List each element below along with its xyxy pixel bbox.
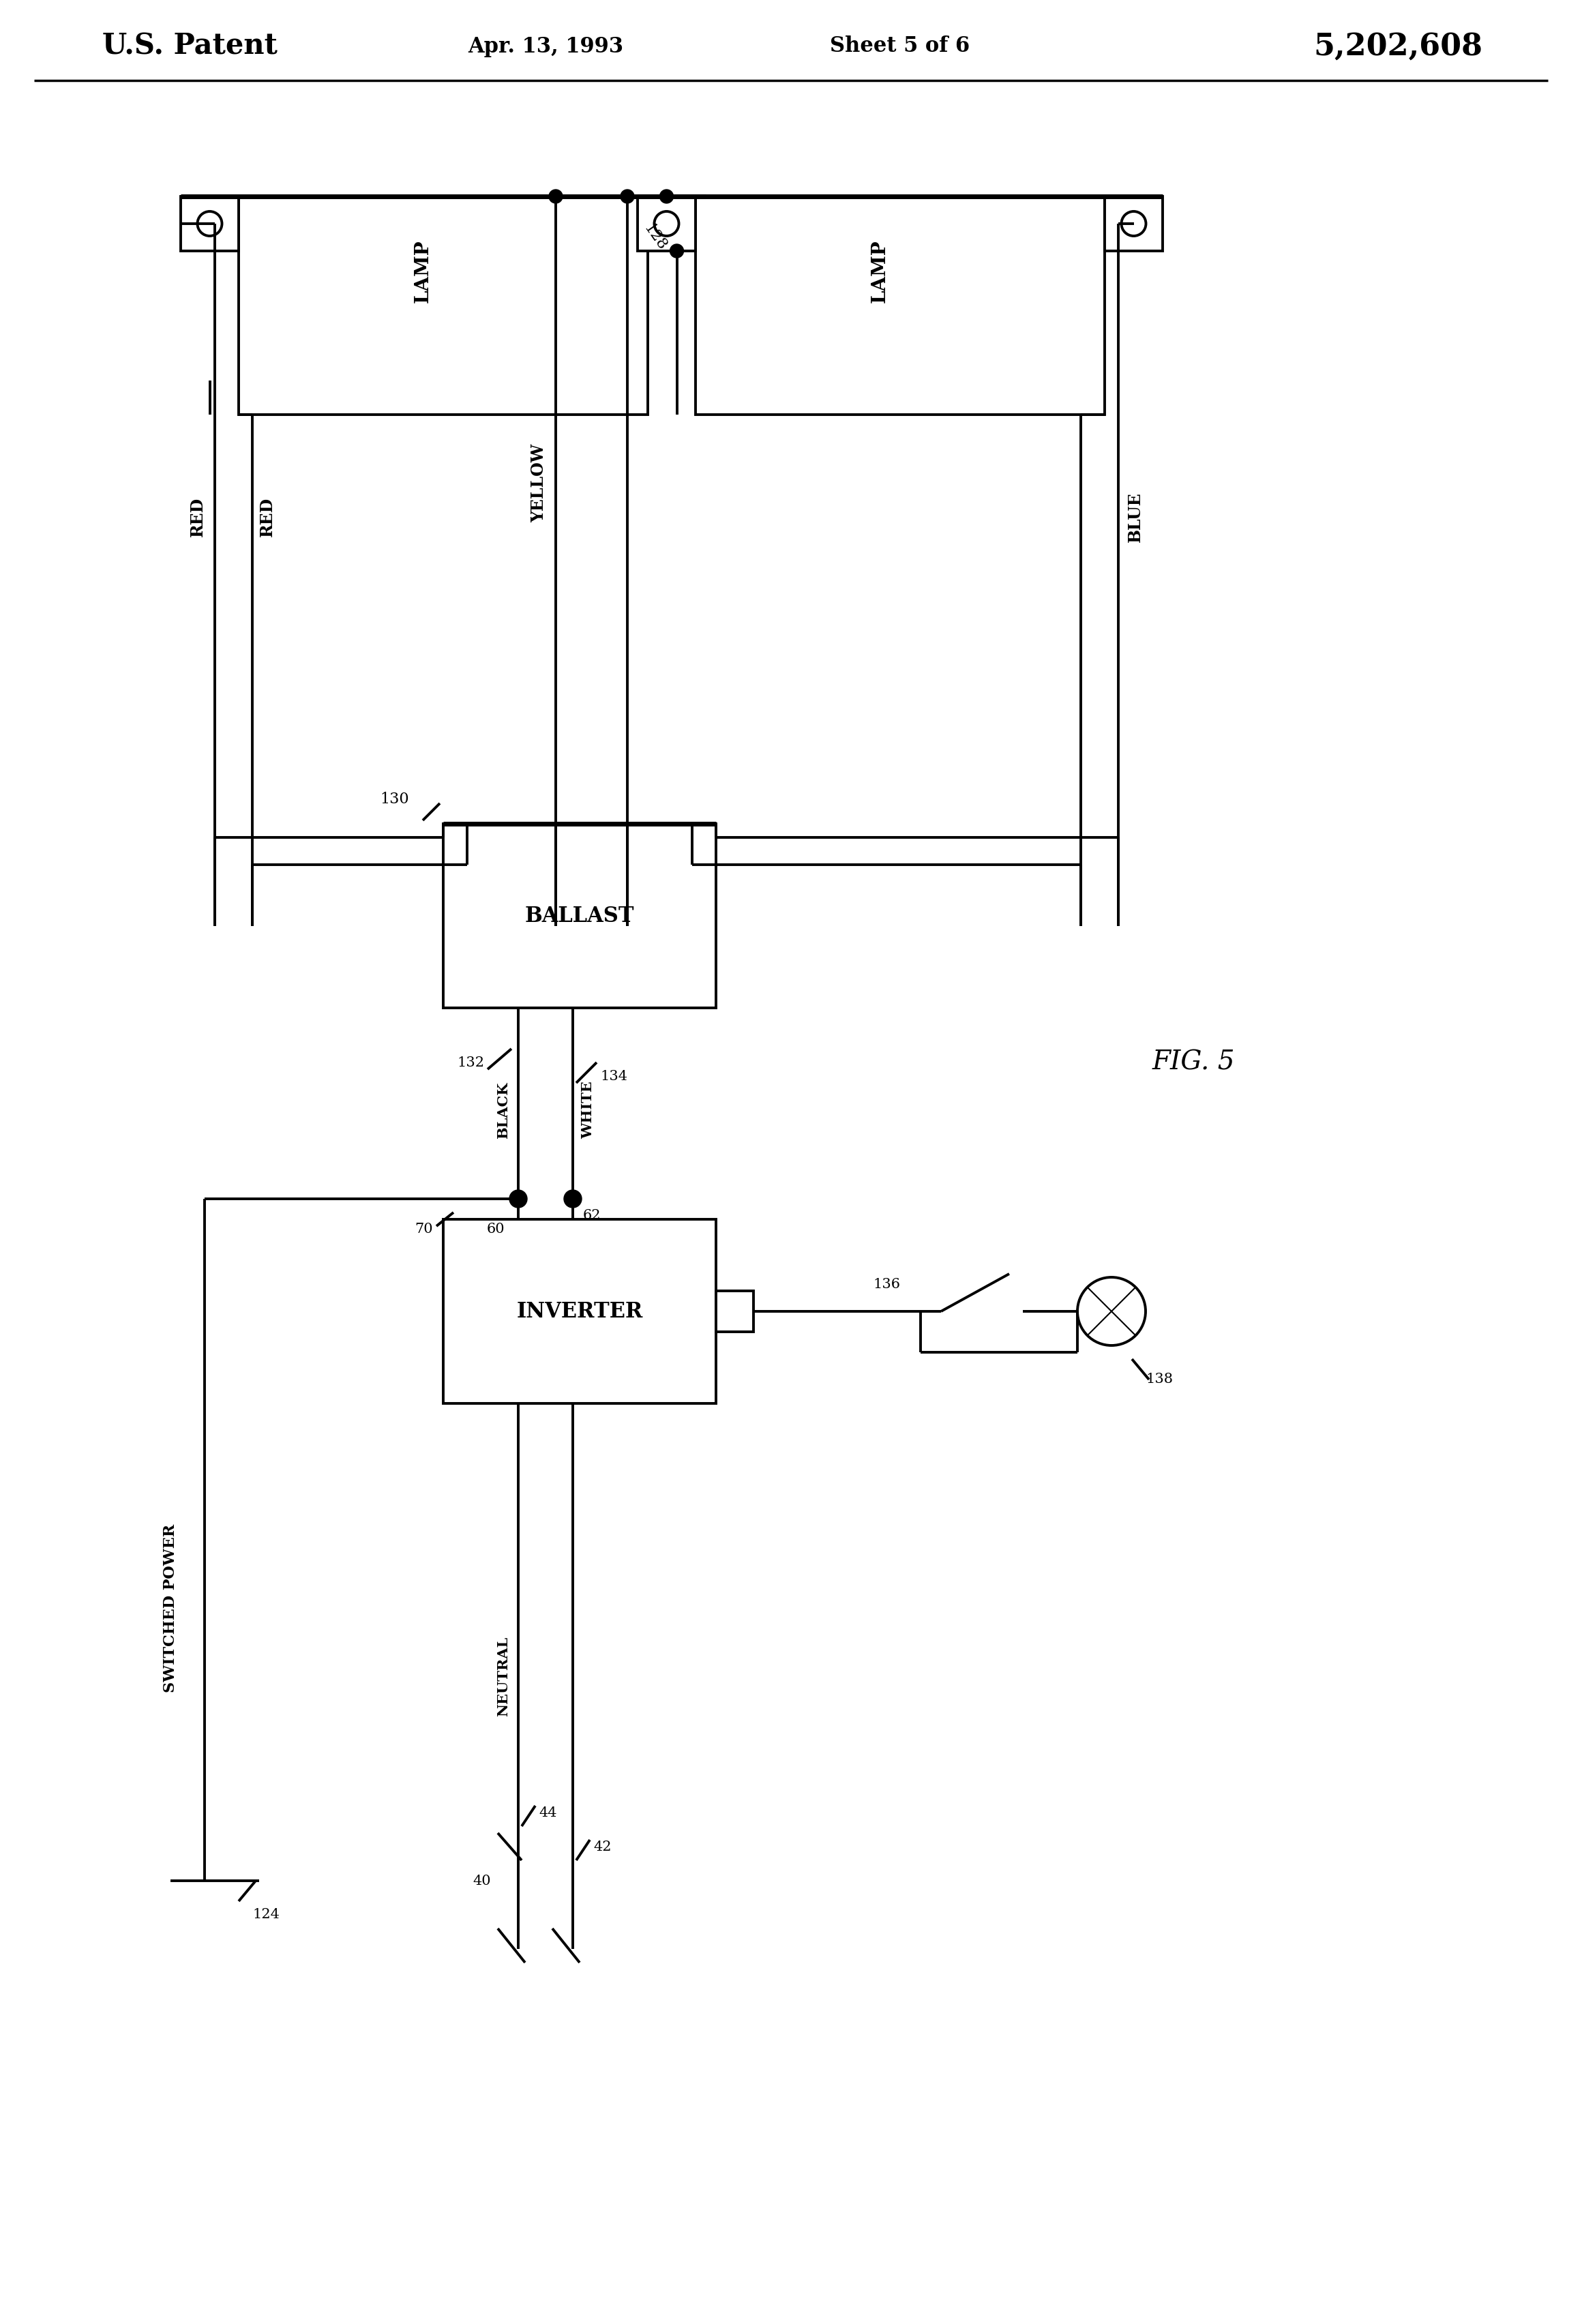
Text: WHITE: WHITE (581, 1081, 595, 1139)
Bar (443, 1220, 717, 1404)
Text: YELLOW: YELLOW (530, 444, 547, 523)
Text: 124: 124 (252, 1908, 280, 1922)
Text: 132: 132 (457, 1055, 484, 1069)
Text: 60: 60 (486, 1222, 505, 1236)
Text: 134: 134 (600, 1069, 628, 1083)
Bar (443, 823, 717, 1009)
Text: 70: 70 (414, 1222, 433, 1236)
Bar (717, 1290, 753, 1332)
Circle shape (563, 1190, 582, 1208)
Bar (239, 198, 647, 414)
Text: 40: 40 (473, 1873, 490, 1887)
Text: BALLAST: BALLAST (525, 906, 634, 927)
Text: LAMP: LAMP (870, 239, 889, 302)
Text: LAMP: LAMP (413, 239, 432, 302)
Text: 130: 130 (380, 792, 410, 806)
Text: BLACK: BLACK (497, 1081, 509, 1139)
Text: FIG. 5: FIG. 5 (1152, 1050, 1234, 1076)
Text: 62: 62 (584, 1208, 601, 1222)
Text: 136: 136 (873, 1278, 900, 1290)
Circle shape (549, 191, 563, 202)
Text: 138: 138 (1145, 1373, 1172, 1385)
Text: Apr. 13, 1993: Apr. 13, 1993 (468, 35, 623, 58)
Bar (1104, 198, 1163, 251)
Bar (180, 198, 239, 251)
Text: NEUTRAL: NEUTRAL (497, 1636, 509, 1715)
Circle shape (669, 244, 683, 258)
Text: BLUE: BLUE (1126, 493, 1144, 541)
Text: 42: 42 (593, 1841, 611, 1852)
Text: RED: RED (190, 497, 206, 537)
Text: 5,202,608: 5,202,608 (1313, 33, 1482, 60)
Circle shape (620, 191, 634, 202)
Text: SWITCHED POWER: SWITCHED POWER (163, 1525, 177, 1692)
Text: U.S. Patent: U.S. Patent (103, 33, 277, 60)
Circle shape (509, 1190, 527, 1208)
Bar (638, 198, 696, 251)
Circle shape (660, 191, 674, 202)
Bar (647, 198, 706, 251)
Text: 128: 128 (641, 221, 669, 253)
Text: 44: 44 (539, 1806, 557, 1820)
Bar (696, 198, 1104, 414)
Text: RED: RED (259, 497, 275, 537)
Text: Sheet 5 of 6: Sheet 5 of 6 (831, 35, 970, 58)
Text: INVERTER: INVERTER (516, 1301, 642, 1322)
